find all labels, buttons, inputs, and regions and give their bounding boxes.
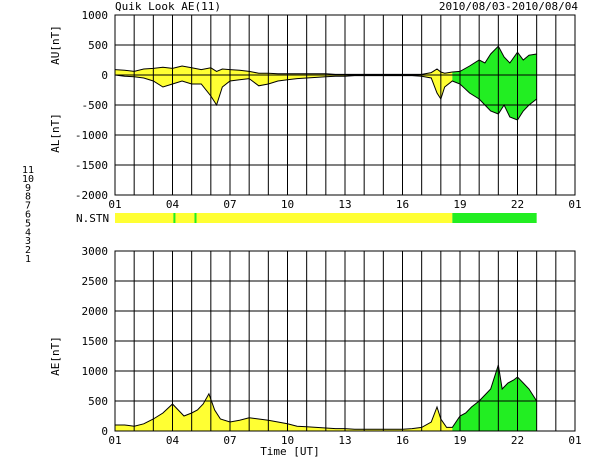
y-tick-label: -2000: [75, 189, 108, 202]
y-tick-label: 3000: [82, 245, 109, 258]
station-legend-entry: 6: [25, 210, 31, 221]
y-tick-label: -1500: [75, 159, 108, 172]
series-fill-yellow: [115, 75, 453, 105]
y-tick-label: 0: [101, 69, 108, 82]
x-tick-label: 13: [338, 434, 351, 447]
series-fill-green: [452, 365, 537, 431]
y-tick-label: 1000: [82, 365, 109, 378]
x-tick-label: 01: [108, 434, 121, 447]
x-tick-label: 16: [396, 198, 409, 211]
chart-title: Quik Look AE(11): [115, 0, 221, 13]
x-tick-label: 13: [338, 198, 351, 211]
x-tick-label: 22: [511, 198, 524, 211]
x-tick-label: 19: [453, 198, 466, 211]
y-tick-label: 2000: [82, 305, 109, 318]
x-tick-label: 07: [223, 198, 236, 211]
y-tick-label: -500: [82, 99, 109, 112]
station-legend-entry: 3: [25, 236, 31, 247]
y-tick-label: -1000: [75, 129, 108, 142]
x-tick-label: 22: [511, 434, 524, 447]
y-tick-label: 2500: [82, 275, 109, 288]
x-tick-label: 10: [281, 198, 294, 211]
n-stn-label: N.STN: [76, 212, 109, 225]
station-legend-entry: 9: [25, 183, 31, 194]
n-stn-panel: N.STN: [76, 212, 537, 225]
x-tick-label: 07: [223, 434, 236, 447]
au-axis-label: AU[nT]: [49, 25, 62, 65]
y-tick-label: 500: [88, 395, 108, 408]
station-legend-entry: 8: [25, 192, 31, 203]
station-legend-entry: 4: [25, 227, 31, 238]
y-tick-label: 1500: [82, 335, 109, 348]
station-legend-entry: 10: [22, 174, 34, 185]
series-fill-green: [452, 75, 537, 120]
series-fill-green: [452, 46, 537, 75]
x-tick-label: 10: [281, 434, 294, 447]
x-tick-label: 04: [166, 198, 180, 211]
date-range: 2010/08/03-2010/08/04: [439, 0, 578, 13]
station-bar-segment: [452, 213, 537, 223]
grid: [114, 14, 576, 196]
x-tick-label: 16: [396, 434, 409, 447]
station-legend-entry: 5: [25, 218, 31, 229]
series-fill-yellow: [115, 66, 453, 75]
plot-frame: [114, 250, 576, 432]
x-tick-label: 19: [453, 434, 466, 447]
series-fill-yellow: [115, 393, 453, 431]
y-tick-label: 1000: [82, 9, 109, 22]
station-legend-entry: 7: [25, 201, 31, 212]
station-legend-entry: 1: [25, 254, 31, 265]
x-tick-label: 01: [568, 434, 581, 447]
station-bar-segment: [115, 213, 453, 223]
x-tick-label: 01: [108, 198, 121, 211]
station-legend-entry: 11: [22, 165, 34, 176]
y-tick-label: 500: [88, 39, 108, 52]
x-axis-label: Time [UT]: [260, 445, 320, 458]
station-legend-entry: 2: [25, 245, 31, 256]
x-tick-label: 04: [166, 434, 180, 447]
al-axis-label: AL[nT]: [49, 113, 62, 153]
plot-frame: [114, 14, 576, 196]
x-tick-label: 01: [568, 198, 581, 211]
ae-axis-label: AE[nT]: [49, 336, 62, 376]
y-tick-label: 0: [101, 425, 108, 438]
